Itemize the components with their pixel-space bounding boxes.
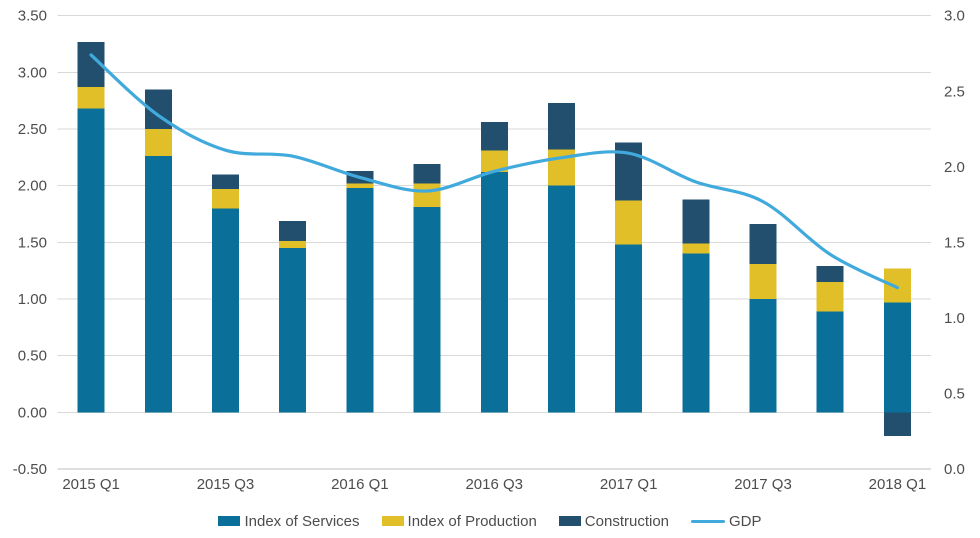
x-axis-tick-label: 2017 Q1 [600,476,658,493]
bar-segment-index-of-services [883,302,911,413]
bar-segment-index-of-services [682,253,710,413]
bar-segment-construction [883,412,911,437]
bar-segment-index-of-production [211,189,239,209]
y-axis-right-tick-label: 1.5 [944,234,965,251]
chart-legend: Index of Services Index of Production Co… [0,508,980,534]
bar-segment-construction [682,199,710,244]
bar-segment-index-of-services [144,156,172,413]
bar-segment-index-of-production [279,241,307,249]
bar-segment-index-of-production [144,129,172,157]
bar-segment-index-of-production [346,183,374,188]
y-axis-right-tick-label: 0.5 [944,385,965,402]
y-axis-left-tick-label: 3.50 [18,8,47,25]
legend-label-gdp: GDP [729,512,762,530]
production-swatch-icon [381,516,404,526]
bar-segment-construction [279,220,307,242]
bar-segment-index-of-production [883,268,911,303]
bar-segment-index-of-production [77,87,105,109]
y-axis-right-tick-label: 1.0 [944,310,965,327]
bar-segment-construction [211,174,239,190]
services-swatch-icon [218,516,241,526]
legend-item-construction: Construction [558,512,670,530]
y-axis-right-tick-label: 0.0 [944,461,965,478]
y-axis-left-tick-label: 2.50 [18,121,47,138]
legend-item-gdp: GDP [691,513,762,530]
y-axis-right-tick-label: 2.5 [944,83,965,100]
bar-segment-index-of-services [749,299,777,413]
bar-segment-index-of-production [682,243,710,254]
y-axis-right-tick-label: 2.0 [944,159,965,176]
bar-segment-index-of-services [547,185,575,413]
bar-segment-index-of-production [749,263,777,300]
bar-segment-index-of-production [615,200,643,245]
bar-segment-index-of-services [211,208,239,413]
y-axis-left-tick-label: 1.00 [18,291,47,308]
gdp-line-swatch-icon [691,519,726,523]
bar-segment-index-of-services [413,207,441,413]
bar-segment-construction [547,102,575,150]
y-axis-left-tick-label: 1.50 [18,234,47,251]
x-axis-tick-label: 2015 Q3 [197,476,255,493]
legend-item-index-of-services: Index of Services [218,512,360,530]
construction-swatch-icon [558,516,581,526]
bar-segment-construction [749,224,777,264]
bar-segment-index-of-services [77,108,105,413]
legend-label-construction: Construction [584,512,670,530]
y-axis-left-tick-label: -0.50 [13,461,47,478]
x-axis-tick-label: 2016 Q1 [331,476,389,493]
y-axis-right-tick-label: 3.0 [944,8,965,25]
bar-segment-index-of-production [816,282,844,312]
x-axis-tick-label: 2018 Q1 [869,476,927,493]
y-axis-left-tick-label: 2.00 [18,178,47,195]
bar-segment-construction [480,122,508,151]
bar-segment-construction [816,266,844,283]
legend-label-production: Index of Production [407,512,537,530]
bar-segment-index-of-production [480,150,508,173]
legend-label-services: Index of Services [244,512,360,530]
y-axis-left-tick-label: 3.00 [18,64,47,81]
y-axis-left-tick-label: 0.00 [18,404,47,421]
bar-segment-index-of-services [816,311,844,413]
x-axis-tick-label: 2016 Q3 [465,476,523,493]
bar-segment-index-of-production [413,183,441,208]
x-axis-tick-label: 2017 Q3 [734,476,792,493]
bar-segment-construction [413,164,441,184]
bar-segment-index-of-services [480,172,508,413]
bar-segment-index-of-services [279,248,307,413]
y-axis-left-tick-label: 0.50 [18,348,47,365]
bar-segment-index-of-services [615,244,643,413]
x-axis-tick-label: 2015 Q1 [62,476,120,493]
legend-item-index-of-production: Index of Production [381,512,537,530]
bar-segment-index-of-services [346,187,374,413]
gdp-line [89,53,899,290]
